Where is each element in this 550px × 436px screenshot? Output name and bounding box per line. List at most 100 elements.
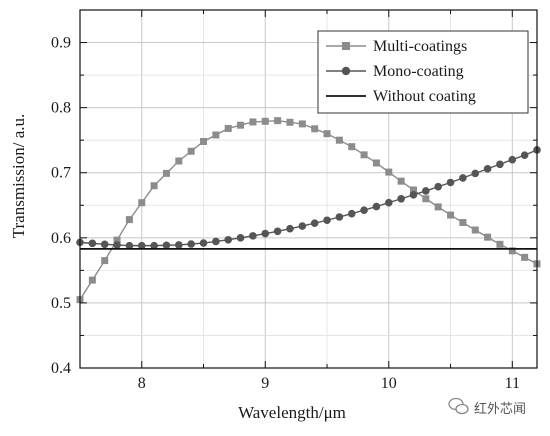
data-point-circle bbox=[397, 194, 405, 203]
data-point-circle bbox=[249, 232, 257, 240]
x-axis-label: Wavelength/μm bbox=[238, 403, 346, 422]
data-point-circle bbox=[212, 237, 220, 246]
data-point-circle bbox=[137, 241, 146, 250]
series-line bbox=[79, 149, 538, 247]
data-point-square bbox=[323, 130, 331, 138]
data-point-circle bbox=[150, 241, 158, 250]
y-tick-label: 0.4 bbox=[51, 360, 71, 377]
data-point-square bbox=[175, 157, 183, 165]
y-tick-label: 0.6 bbox=[51, 230, 71, 247]
series-multi-coatings bbox=[76, 117, 541, 304]
data-point-square bbox=[150, 182, 158, 190]
data-point-square bbox=[335, 136, 343, 144]
data-point-square bbox=[200, 137, 208, 145]
wechat-icon bbox=[448, 397, 469, 415]
data-point-circle bbox=[323, 216, 331, 225]
data-point-circle bbox=[434, 182, 442, 191]
data-point-square bbox=[88, 276, 96, 284]
legend-label: Mono-coating bbox=[373, 63, 464, 80]
data-point-square bbox=[311, 125, 319, 133]
data-point-circle bbox=[409, 191, 418, 199]
y-axis-label: Transmission/ a.u. bbox=[9, 114, 28, 239]
data-point-circle bbox=[471, 169, 480, 178]
series-line bbox=[79, 119, 538, 301]
x-tick-label: 10 bbox=[381, 375, 397, 392]
data-point-circle bbox=[236, 234, 245, 242]
data-point-square bbox=[212, 131, 220, 139]
y-tick-labels: 0.4 0.5 0.6 0.7 0.8 0.9 bbox=[51, 35, 71, 377]
data-point-circle bbox=[273, 227, 282, 236]
data-point-circle bbox=[360, 206, 368, 214]
data-point-square bbox=[521, 253, 529, 261]
data-point-square bbox=[101, 257, 109, 265]
data-point-circle bbox=[187, 240, 195, 248]
data-point-circle bbox=[384, 198, 393, 207]
data-point-square bbox=[484, 233, 492, 241]
data-point-square bbox=[409, 186, 417, 194]
data-point-square bbox=[125, 216, 133, 224]
legend-marker-circle bbox=[341, 66, 351, 76]
plot-frame bbox=[79, 9, 538, 369]
y-tick-label: 0.7 bbox=[51, 165, 71, 182]
data-point-square bbox=[348, 143, 356, 151]
data-point-square bbox=[162, 169, 170, 177]
data-point-square bbox=[434, 203, 442, 211]
data-point-circle bbox=[199, 239, 208, 247]
data-point-square bbox=[274, 117, 282, 125]
data-point-square bbox=[237, 121, 245, 129]
legend-entry: Multi-coatings bbox=[326, 38, 467, 55]
data-point-circle bbox=[483, 165, 492, 173]
y-tick-label: 0.8 bbox=[51, 100, 71, 117]
data-point-square bbox=[286, 118, 294, 126]
data-point-circle bbox=[347, 209, 356, 218]
data-point-square bbox=[397, 177, 405, 185]
data-point-circle bbox=[100, 240, 109, 249]
data-point-circle bbox=[496, 160, 504, 169]
data-point-circle bbox=[286, 224, 294, 233]
watermark: 红外芯闻 bbox=[448, 397, 526, 417]
data-point-square bbox=[298, 120, 306, 128]
data-point-square bbox=[113, 236, 121, 244]
data-point-square bbox=[224, 124, 232, 132]
data-point-circle bbox=[298, 222, 307, 230]
y-tick-label: 0.5 bbox=[51, 295, 71, 312]
legend-label: Without coating bbox=[373, 88, 476, 105]
data-point-circle bbox=[422, 187, 430, 195]
data-point-circle bbox=[175, 241, 183, 249]
data-point-circle bbox=[113, 241, 121, 249]
data-point-circle bbox=[459, 174, 467, 182]
data-point-circle bbox=[125, 241, 134, 250]
series-layer bbox=[76, 117, 541, 304]
x-tick-labels: 8 9 10 11 bbox=[138, 375, 520, 392]
data-point-circle bbox=[88, 239, 97, 248]
data-point-square bbox=[471, 226, 479, 234]
data-point-circle bbox=[162, 241, 171, 250]
data-point-square bbox=[459, 219, 467, 227]
data-point-square bbox=[261, 117, 269, 125]
data-point-circle bbox=[520, 151, 529, 159]
data-point-square bbox=[447, 211, 455, 219]
legend-marker-square bbox=[342, 42, 350, 50]
data-point-square bbox=[249, 118, 257, 126]
data-point-square bbox=[187, 147, 195, 155]
y-tick-label: 0.9 bbox=[51, 35, 71, 52]
axis-ticks bbox=[79, 10, 537, 369]
legend: Multi-coatings Mono-coating Without coatin… bbox=[317, 30, 529, 114]
data-point-circle bbox=[372, 202, 381, 211]
x-tick-label: 9 bbox=[261, 375, 269, 392]
data-point-circle bbox=[446, 178, 455, 187]
data-point-circle bbox=[310, 219, 319, 227]
legend-entry: Mono-coating bbox=[326, 63, 464, 80]
data-point-circle bbox=[508, 155, 517, 164]
legend-entry: Without coating bbox=[326, 88, 476, 105]
legend-label: Multi-coatings bbox=[373, 38, 467, 55]
legend-box bbox=[317, 30, 529, 114]
data-point-square bbox=[496, 240, 504, 248]
data-point-square bbox=[360, 151, 368, 159]
data-point-circle bbox=[335, 213, 344, 221]
data-point-square bbox=[372, 159, 380, 167]
data-point-square bbox=[508, 247, 516, 255]
x-tick-label: 11 bbox=[505, 375, 520, 392]
data-point-square bbox=[422, 195, 430, 203]
